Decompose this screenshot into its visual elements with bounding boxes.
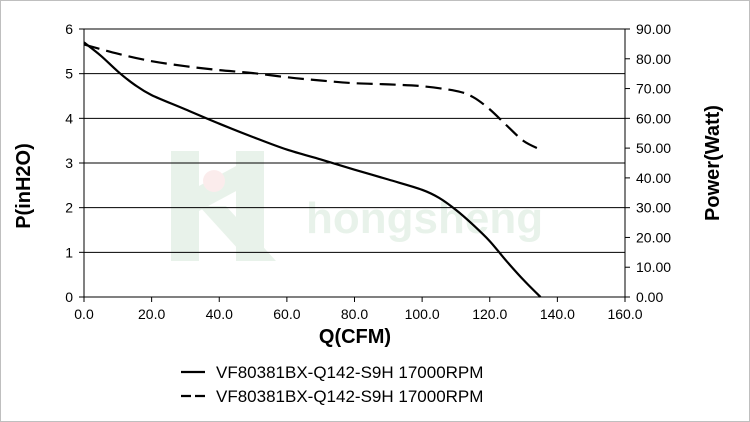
x-axis-title: Q(CFM): [319, 326, 391, 348]
x-tick-label-4: 80.0: [341, 306, 368, 322]
y-right-tick-label-5: 50.00: [636, 140, 671, 156]
x-tick-label-6: 120.0: [472, 306, 507, 322]
watermark-logo: hongsheng: [171, 151, 543, 261]
pressure-curve-line: [83, 41, 542, 298]
legend: VF80381BX-Q142-S9H 17000RPM VF80381BX-Q14…: [181, 363, 483, 406]
y-right-tick-label-6: 60.00: [636, 110, 671, 126]
y-left-tick-labels: 0 1 2 3 4 5 6: [65, 21, 73, 305]
x-tick-label-1: 20.0: [138, 306, 165, 322]
legend-label-0: VF80381BX-Q142-S9H 17000RPM: [216, 363, 483, 382]
x-tick-label-7: 140.0: [540, 306, 575, 322]
y-right-tick-label-7: 70.00: [636, 81, 671, 97]
y-right-tick-label-4: 40.00: [636, 170, 671, 186]
y-left-tick-label-5: 5: [65, 66, 73, 82]
x-tick-label-5: 100.0: [405, 306, 440, 322]
y-left-tick-label-3: 3: [65, 155, 73, 171]
y-right-tick-label-8: 80.00: [636, 51, 671, 67]
axes: [79, 28, 630, 302]
y-right-tick-label-0: 0.00: [636, 289, 663, 305]
y-left-tick-label-1: 1: [65, 244, 73, 260]
y-right-tick-label-1: 10.00: [636, 259, 671, 275]
y-right-tick-labels: 0.00 10.00 20.00 30.00 40.00 50.00 60.00 70.00 8…: [636, 21, 671, 305]
y-left-tick-label-6: 6: [65, 21, 73, 37]
x-tick-labels: 0.0 20.0 40.0 60.0 80.0 100.0 120.0 140.0 160.0: [74, 306, 642, 322]
watermark-text: hongsheng: [306, 194, 543, 243]
y-right-tick-label-9: 90.00: [636, 21, 671, 37]
x-tick-label-0: 0.0: [74, 306, 94, 322]
y-right-axis-title: Power(Watt): [702, 105, 724, 221]
series-lines: [83, 41, 542, 298]
y-left-tick-label-0: 0: [65, 289, 73, 305]
x-tick-label-2: 40.0: [206, 306, 233, 322]
grid-lines: [84, 28, 625, 298]
x-tick-label-8: 160.0: [607, 306, 642, 322]
x-tick-label-3: 60.0: [273, 306, 300, 322]
y-right-tick-label-3: 30.00: [636, 200, 671, 216]
legend-label-1: VF80381BX-Q142-S9H 17000RPM: [216, 387, 483, 406]
y-left-tick-label-4: 4: [65, 110, 73, 126]
power-curve-line: [83, 43, 541, 151]
y-right-tick-label-2: 20.00: [636, 229, 671, 245]
y-left-axis-title: P(inH2O): [13, 143, 35, 229]
y-left-tick-label-2: 2: [65, 200, 73, 216]
